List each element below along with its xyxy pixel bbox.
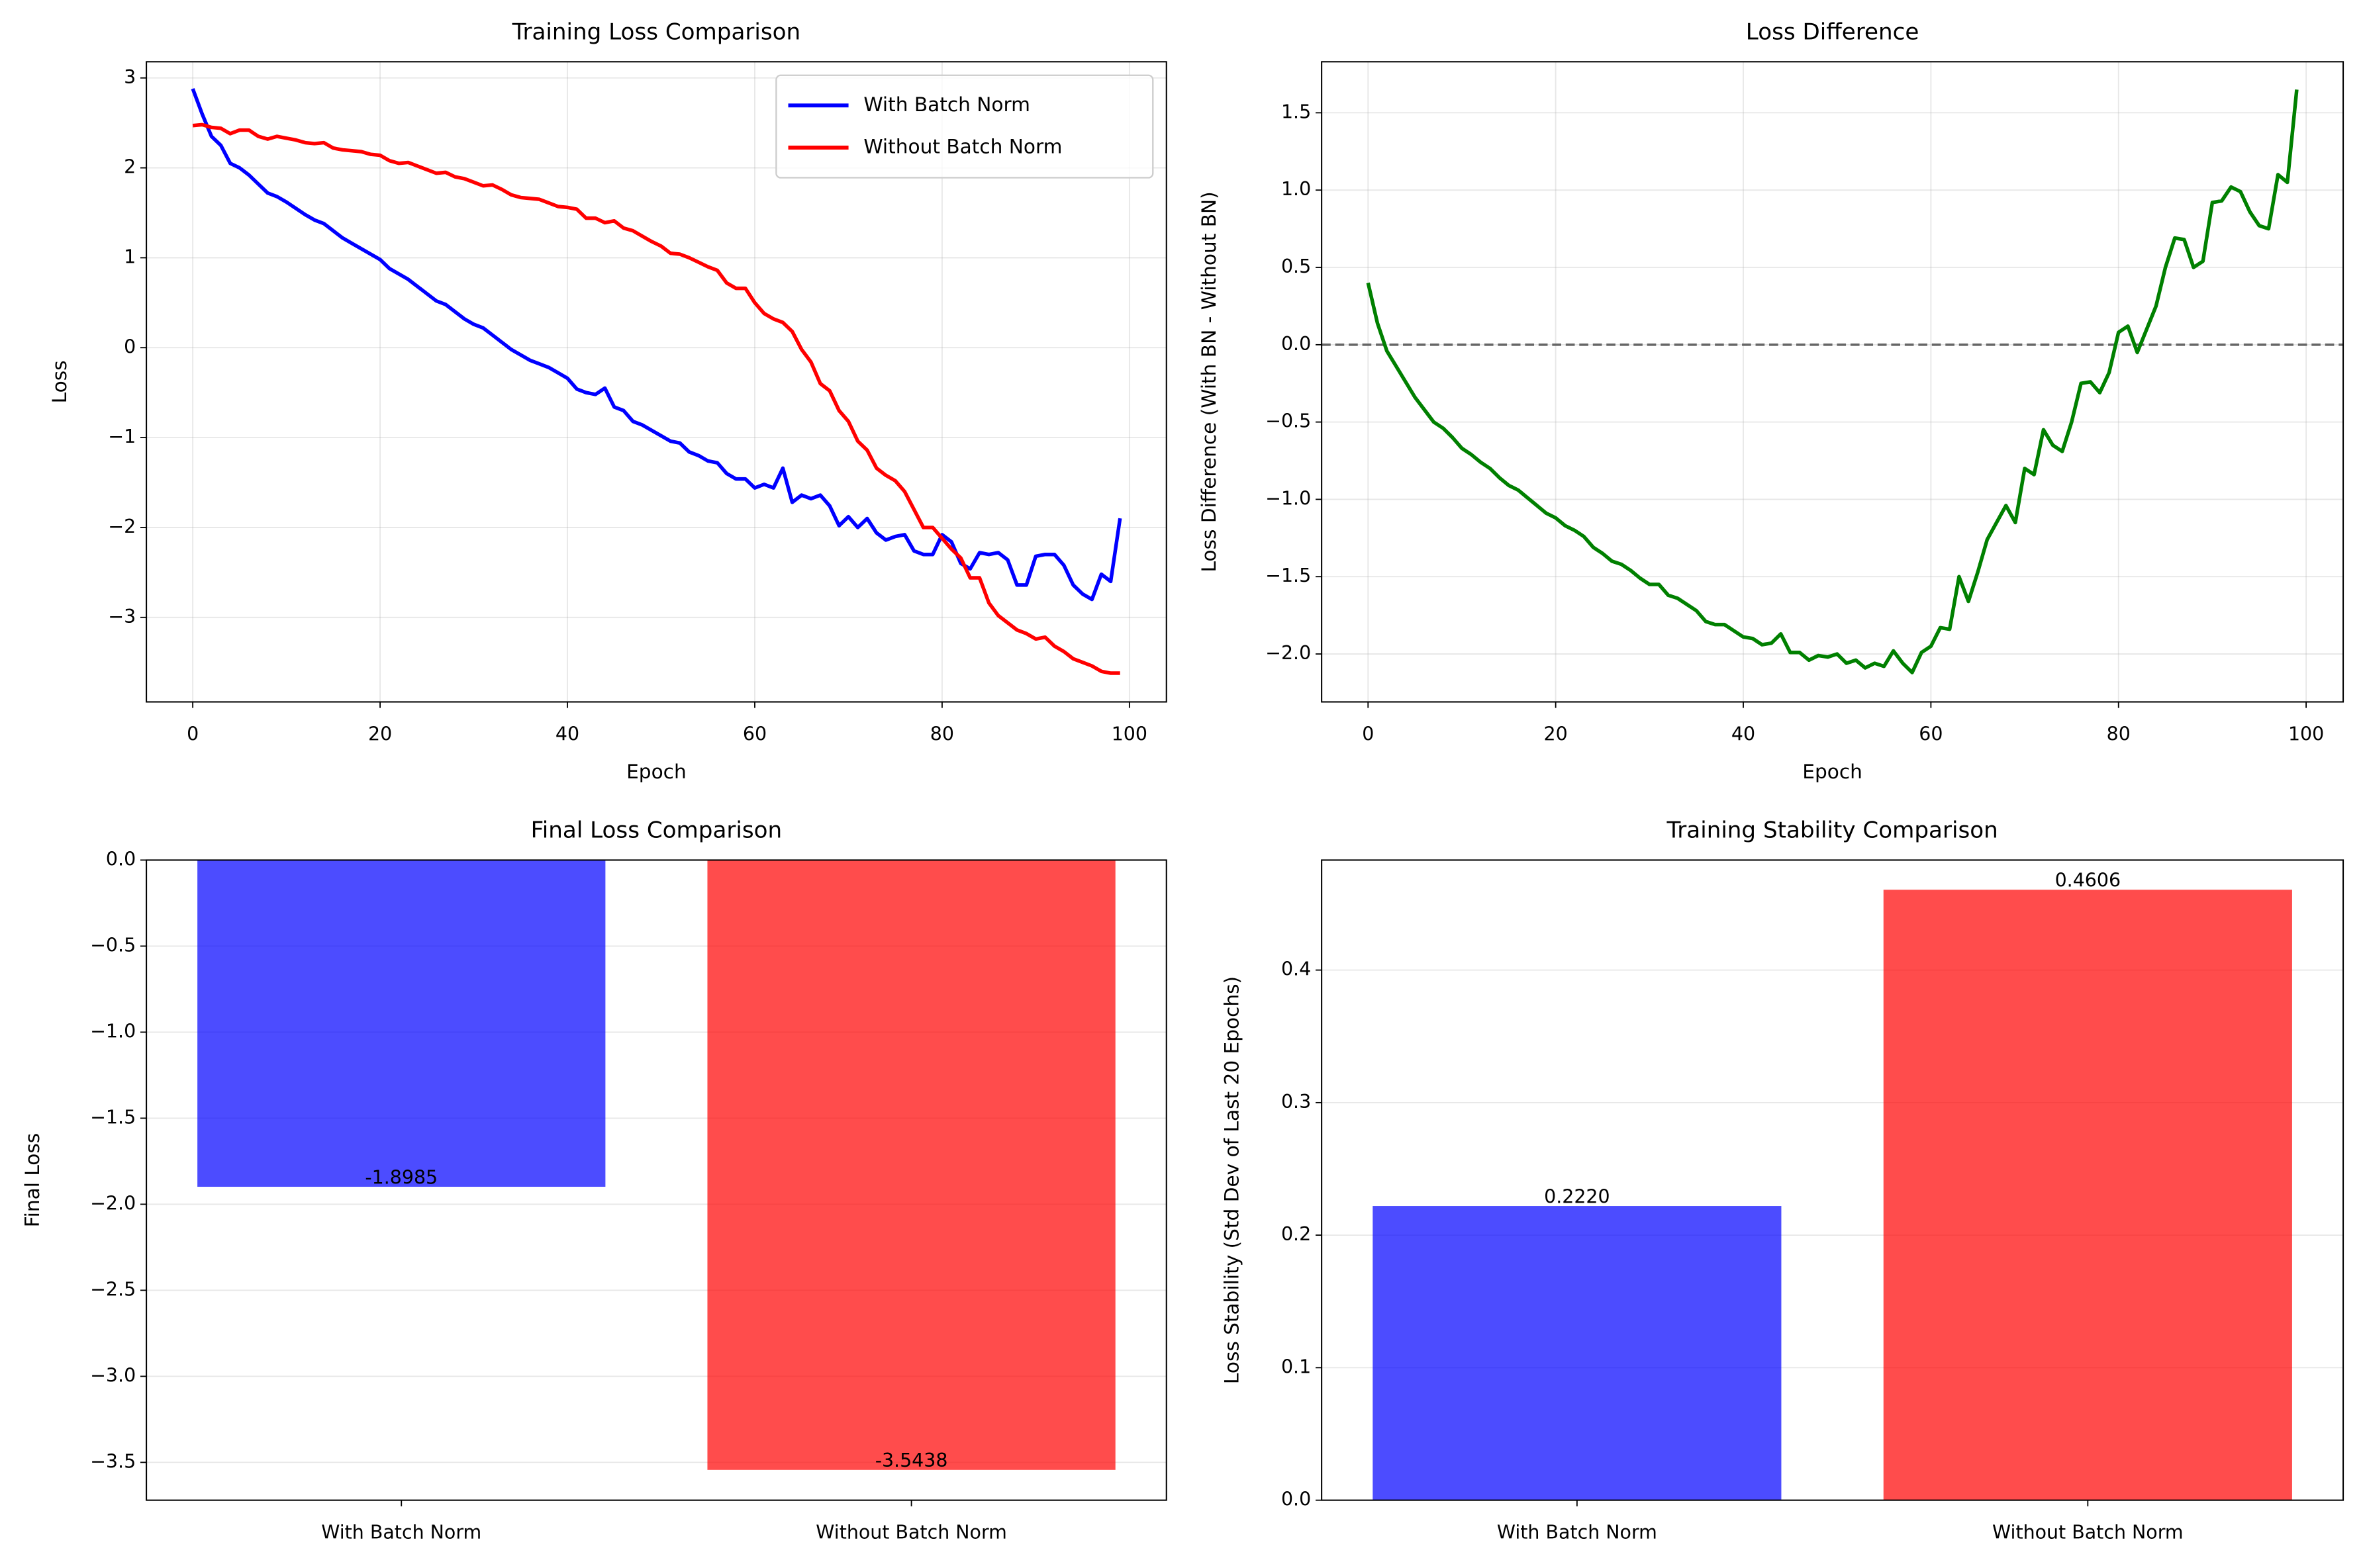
x-tick-label: 100 (1112, 723, 1147, 745)
bar-value-label: -3.5438 (875, 1450, 948, 1471)
x-tick-label: 0 (187, 723, 199, 745)
subplot-title: Training Loss Comparison (512, 19, 801, 46)
y-tick-label: 0.0 (1281, 1489, 1311, 1510)
y-tick-label: 0.0 (1281, 333, 1311, 355)
x-tick-label: 20 (368, 723, 392, 745)
y-tick-label: −3.0 (90, 1364, 136, 1386)
line-series (192, 122, 1120, 675)
y-tick-label: 0.2 (1281, 1223, 1311, 1245)
legend-label: With Batch Norm (863, 93, 1030, 116)
subplot: 0.0 0.1 0.2 0.3 0.4 0.2220 With Batch Norm 0.46… (1220, 817, 2344, 1544)
bar-value-label: 0.2220 (1544, 1186, 1610, 1208)
y-tick-label: −1 (108, 426, 136, 447)
x-tick-label: With Batch Norm (321, 1522, 481, 1544)
x-tick-label: With Batch Norm (1497, 1522, 1657, 1544)
y-tick-label: 1 (124, 246, 136, 267)
y-tick-label: 1.0 (1281, 178, 1311, 200)
x-tick-label: 80 (930, 723, 954, 745)
bar (707, 860, 1116, 1470)
y-axis-label: Loss Difference (With BN - Without BN) (1198, 191, 1220, 572)
x-tick-label: Without Batch Norm (1992, 1522, 2184, 1544)
y-tick-label: −1.0 (1265, 487, 1311, 509)
y-tick-label: −2.0 (1265, 642, 1311, 664)
y-tick-label: 2 (124, 156, 136, 178)
x-tick-label: 0 (1362, 723, 1374, 745)
x-tick-label: 20 (1544, 723, 1568, 745)
bar (197, 860, 606, 1187)
x-axis-label: Epoch (626, 761, 687, 783)
x-tick-label: 100 (2288, 723, 2324, 745)
y-tick-label: −1.5 (1265, 565, 1311, 586)
y-tick-label: 1.5 (1281, 101, 1311, 122)
y-axis-label: Loss (48, 360, 71, 403)
subplot-title: Loss Difference (1746, 19, 1919, 46)
subplot: −3 −2 −1 0 1 2 3 0 20 40 60 80 100 Training Loss Comp… (48, 19, 1167, 783)
axes-frame (146, 859, 1167, 1501)
legend-label: Without Batch Norm (863, 136, 1062, 158)
y-axis-label: Loss Stability (Std Dev of Last 20 Epoch… (1220, 976, 1243, 1384)
y-tick-label: 0.4 (1281, 958, 1311, 980)
x-tick-label: 60 (743, 723, 767, 745)
bar (1883, 890, 2292, 1500)
x-tick-label: Without Batch Norm (816, 1522, 1007, 1544)
x-tick-label: 40 (555, 723, 579, 745)
bar-value-label: -1.8985 (365, 1166, 438, 1188)
y-tick-label: 0.5 (1281, 255, 1311, 277)
subplot-title: Final Loss Comparison (531, 817, 783, 844)
line-series (1366, 89, 2299, 674)
x-axis-label: Epoch (1802, 761, 1862, 783)
axes-frame (1321, 61, 2344, 703)
axes-frame (1321, 859, 2344, 1501)
legend: With Batch Norm Without Batch Norm (775, 74, 1154, 179)
y-tick-label: −2 (108, 516, 136, 537)
legend-frame (775, 74, 1154, 179)
y-tick-label: 0.3 (1281, 1091, 1311, 1113)
y-tick-label: 3 (124, 66, 136, 88)
bar (1373, 1206, 1782, 1500)
y-tick-label: −0.5 (90, 934, 136, 956)
y-tick-label: 0.0 (106, 848, 136, 870)
x-tick-label: 60 (1919, 723, 1943, 745)
x-tick-label: 80 (2107, 723, 2131, 745)
subplot-title: Training Stability Comparison (1666, 817, 1998, 844)
y-tick-label: 0.1 (1281, 1356, 1311, 1377)
subplot: −2.0 −1.5 −1.0 −0.5 0.0 0.5 1.0 1.5 0 20 40 60 80 100… (1198, 19, 2344, 783)
y-tick-label: −0.5 (1265, 410, 1311, 432)
y-tick-label: −1.0 (90, 1020, 136, 1042)
y-tick-label: −2.5 (90, 1278, 136, 1300)
x-tick-label: 40 (1731, 723, 1755, 745)
y-tick-label: −2.0 (90, 1192, 136, 1214)
bar-value-label: 0.4606 (2055, 870, 2121, 892)
y-tick-label: 0 (124, 336, 136, 357)
subplot: −3.5 −3.0 −2.5 −2.0 −1.5 −1.0 −0.5 0.0 -1.8985 Wi… (21, 817, 1167, 1544)
axes-frame (146, 61, 1167, 703)
y-axis-label: Final Loss (21, 1133, 44, 1227)
y-tick-label: −3 (108, 606, 136, 627)
y-tick-label: −1.5 (90, 1106, 136, 1128)
y-tick-label: −3.5 (90, 1450, 136, 1472)
